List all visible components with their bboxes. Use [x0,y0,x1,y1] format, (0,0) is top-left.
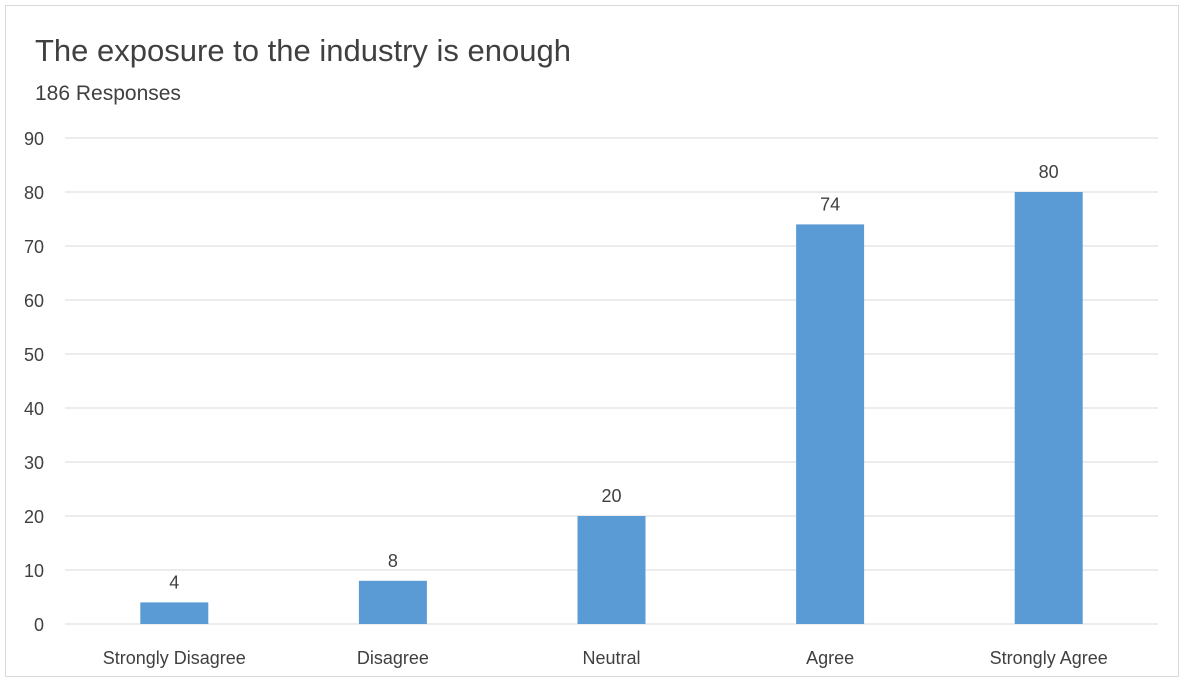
y-tick-label: 20 [24,507,44,527]
x-tick-label: Agree [806,648,854,668]
chart-title: The exposure to the industry is enough [35,33,571,68]
chart-subtitle: 186 Responses [35,82,181,105]
y-tick-label: 80 [24,183,44,203]
y-tick-label: 30 [24,453,44,473]
x-tick-label: Strongly Disagree [103,648,246,668]
y-tick-label: 40 [24,399,44,419]
bar [796,224,865,624]
data-label: 80 [1039,162,1059,182]
y-tick-label: 0 [34,615,44,635]
bar [140,602,209,624]
x-tick-label: Neutral [582,648,640,668]
gridlines [65,137,1158,625]
x-tick-label: Disagree [357,648,429,668]
bar [1014,192,1083,624]
bar [358,580,427,624]
data-label: 8 [388,551,398,571]
y-tick-label: 50 [24,345,44,365]
data-label: 74 [820,194,840,214]
bar [577,516,646,624]
x-tick-label: Strongly Agree [990,648,1108,668]
y-axis-tick-labels: 0 10 20 30 40 50 60 70 80 90 [24,129,44,635]
data-label: 20 [601,486,621,506]
y-tick-label: 10 [24,561,44,581]
x-axis-tick-labels: Strongly Disagree Disagree Neutral Agree Str… [103,648,1108,668]
bars [140,192,1083,624]
data-label: 4 [169,572,179,592]
y-tick-label: 90 [24,129,44,149]
data-labels: 4 8 20 74 80 [169,162,1058,592]
y-tick-label: 70 [24,237,44,257]
y-tick-label: 60 [24,291,44,311]
